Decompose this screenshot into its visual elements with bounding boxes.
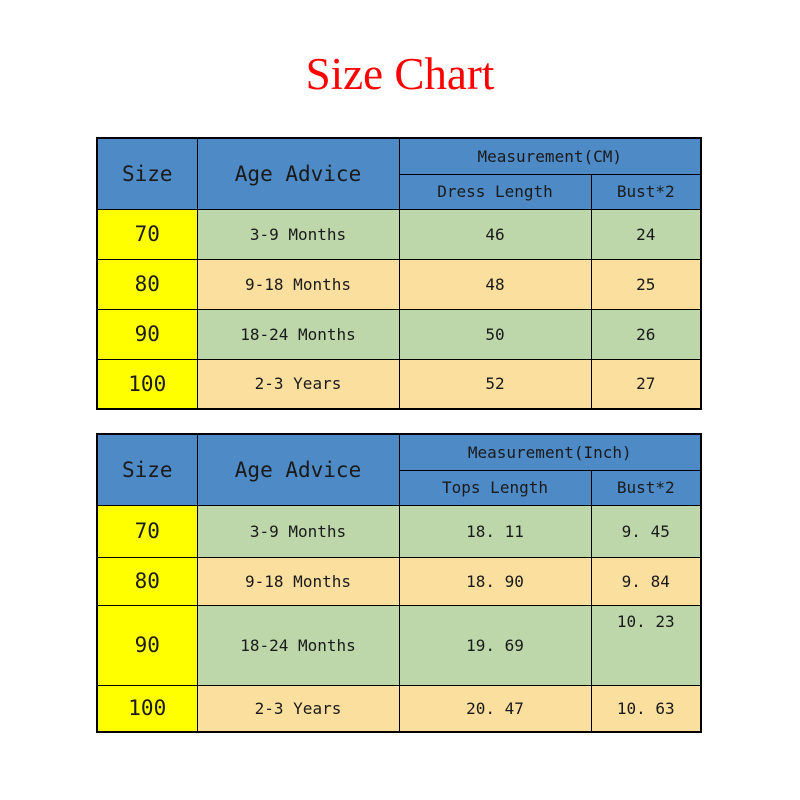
table-cm-header: Size Age Advice Measurement(CM) Dress Le… bbox=[96, 137, 702, 210]
bust-cell: 9. 84 bbox=[590, 556, 702, 606]
size-cell: 80 bbox=[96, 556, 198, 606]
bust-cell: 25 bbox=[590, 258, 702, 310]
age-cell: 9-18 Months bbox=[196, 556, 400, 606]
size-cell: 80 bbox=[96, 258, 198, 310]
age-cell: 3-9 Months bbox=[196, 208, 400, 260]
length-cell: 52 bbox=[398, 358, 592, 410]
bust-cell: 10. 63 bbox=[590, 684, 702, 733]
size-table-cm: Size Age Advice Measurement(CM) Dress Le… bbox=[96, 137, 702, 411]
size-table-inch: Size Age Advice Measurement(Inch) Tops L… bbox=[96, 433, 703, 734]
table-row: 80 9-18 Months 48 25 bbox=[96, 258, 702, 310]
bust-cell: 9. 45 bbox=[590, 504, 702, 558]
header-age-advice: Age Advice bbox=[196, 433, 400, 506]
age-cell: 9-18 Months bbox=[196, 258, 400, 310]
age-cell: 2-3 Years bbox=[196, 358, 400, 410]
age-cell: 2-3 Years bbox=[196, 684, 400, 733]
header-measurement-inch: Measurement(Inch) bbox=[398, 433, 702, 471]
header-tops-length: Tops Length bbox=[398, 469, 592, 506]
table-row: 90 18-24 Months 50 26 bbox=[96, 308, 702, 360]
header-age-advice: Age Advice bbox=[196, 137, 400, 210]
size-cell: 90 bbox=[96, 308, 198, 360]
size-cell: 70 bbox=[96, 504, 198, 558]
header-row: Size Age Advice Measurement(CM) bbox=[96, 137, 702, 210]
bust-cell: 26 bbox=[590, 308, 702, 360]
bust-cell: 24 bbox=[590, 208, 702, 260]
length-cell: 46 bbox=[398, 208, 592, 260]
age-cell: 18-24 Months bbox=[196, 308, 400, 360]
size-cell: 100 bbox=[96, 358, 198, 410]
table-inch-header: Size Age Advice Measurement(Inch) Tops L… bbox=[96, 433, 702, 506]
header-dress-length: Dress Length bbox=[398, 173, 592, 210]
header-bust: Bust*2 bbox=[590, 469, 702, 506]
header-row: Size Age Advice Measurement(Inch) bbox=[96, 433, 702, 506]
length-cell: 50 bbox=[398, 308, 592, 360]
size-cell: 90 bbox=[96, 604, 198, 686]
length-cell: 18. 90 bbox=[398, 556, 592, 606]
bust-cell: 27 bbox=[590, 358, 702, 410]
table-row: 70 3-9 Months 18. 11 9. 45 bbox=[96, 504, 702, 558]
age-cell: 3-9 Months bbox=[196, 504, 400, 558]
subheader-row: Dress Length Bust*2 bbox=[97, 173, 702, 210]
table-row: 70 3-9 Months 46 24 bbox=[96, 208, 702, 260]
size-cell: 100 bbox=[96, 684, 198, 733]
bust-cell: 10. 23 bbox=[590, 604, 702, 686]
header-size: Size bbox=[96, 137, 198, 210]
table-row: 100 2-3 Years 20. 47 10. 63 bbox=[96, 684, 702, 733]
length-cell: 18. 11 bbox=[398, 504, 592, 558]
page-title: Size Chart bbox=[305, 49, 495, 99]
table-row: 80 9-18 Months 18. 90 9. 84 bbox=[96, 556, 702, 606]
table-row: 90 18-24 Months 19. 69 10. 23 bbox=[96, 604, 702, 686]
age-cell: 18-24 Months bbox=[196, 604, 400, 686]
size-cell: 70 bbox=[96, 208, 198, 260]
header-bust: Bust*2 bbox=[590, 173, 702, 210]
length-cell: 48 bbox=[398, 258, 592, 310]
header-size: Size bbox=[96, 433, 198, 506]
length-cell: 20. 47 bbox=[398, 684, 592, 733]
header-measurement-cm: Measurement(CM) bbox=[398, 137, 702, 175]
length-cell: 19. 69 bbox=[398, 604, 592, 686]
table-row: 100 2-3 Years 52 27 bbox=[96, 358, 702, 410]
